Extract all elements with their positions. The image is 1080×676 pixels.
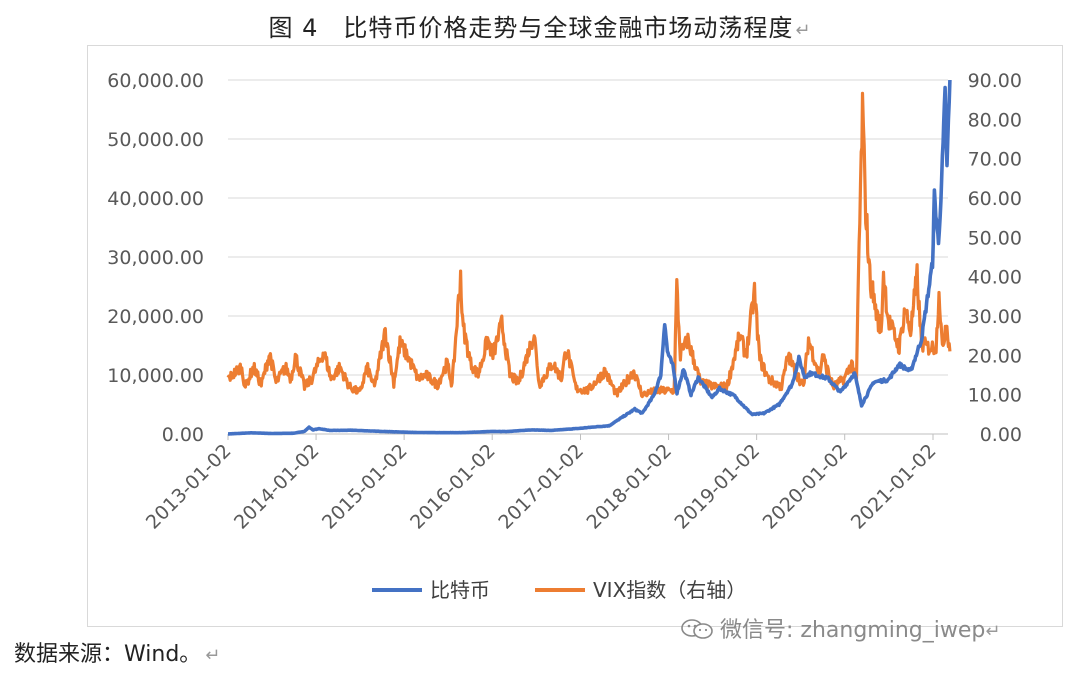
x-tick-label: 2015-01-02: [318, 440, 412, 534]
y-left-tick-label: 20,000.00: [107, 306, 204, 328]
return-mark: ↵: [985, 621, 1001, 642]
x-tick-label: 2018-01-02: [582, 440, 676, 534]
source-text: 数据来源：Wind。: [14, 642, 202, 667]
x-tick-label: 2016-01-02: [406, 440, 500, 534]
return-mark: ↵: [205, 645, 221, 666]
y-right-tick-label: 50.00: [968, 227, 1022, 249]
y-right-tick-label: 0.00: [980, 424, 1022, 446]
x-tick-label: 2019-01-02: [671, 440, 765, 534]
x-tick-label: 2017-01-02: [494, 440, 588, 534]
legend-label-vix: VIX指数（右轴）: [593, 578, 746, 602]
y-right-tick-label: 80.00: [968, 109, 1022, 131]
x-tick-label: 2021-01-02: [847, 440, 941, 534]
y-right-tick-label: 40.00: [968, 267, 1022, 289]
y-left-tick-label: 40,000.00: [107, 188, 204, 210]
watermark-text: 微信号: zhangming_iwep: [720, 618, 986, 643]
series-line-bitcoin: [226, 79, 952, 436]
y-right-tick-label: 20.00: [968, 345, 1022, 367]
x-tick-label: 2020-01-02: [759, 440, 853, 534]
y-left-tick-label: 10,000.00: [107, 365, 204, 387]
return-mark: ↵: [795, 20, 812, 41]
wechat-watermark: 微信号: zhangming_iwep↵: [680, 612, 1000, 644]
legend-label-bitcoin: 比特币: [430, 578, 490, 602]
x-tick-label: 2013-01-02: [142, 440, 236, 534]
figure-title: 图 4 比特币价格走势与全球金融市场动荡程度 ↵: [0, 8, 1080, 43]
y-right-tick-label: 90.00: [968, 70, 1022, 92]
y-right-tick-label: 60.00: [968, 188, 1022, 210]
y-right-tick-label: 10.00: [968, 385, 1022, 407]
chart-frame: [87, 45, 1063, 627]
y-left-tick-label: 50,000.00: [107, 129, 204, 151]
wechat-logo-icon: [681, 619, 713, 639]
figure-title-text: 图 4 比特币价格走势与全球金融市场动荡程度: [268, 14, 794, 42]
data-source-note: 数据来源：Wind。 ↵: [14, 636, 220, 668]
y-left-tick-label: 0.00: [162, 424, 204, 446]
x-tick-label: 2014-01-02: [230, 440, 324, 534]
y-left-tick-label: 30,000.00: [107, 247, 204, 269]
y-right-tick-label: 70.00: [968, 149, 1022, 171]
y-left-tick-label: 60,000.00: [107, 70, 204, 92]
y-right-tick-label: 30.00: [968, 306, 1022, 328]
